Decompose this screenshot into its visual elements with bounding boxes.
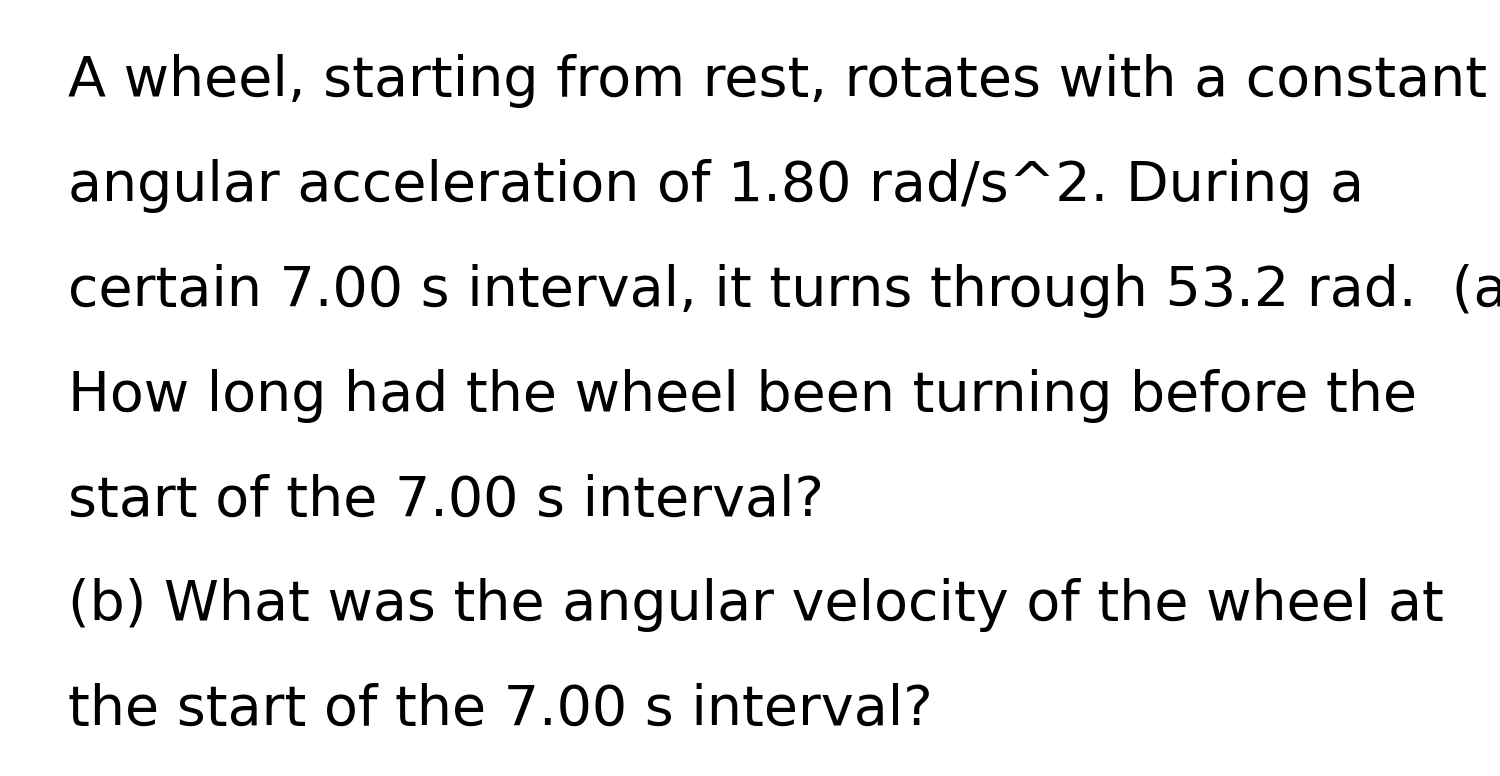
Text: certain 7.00 s interval, it turns through 53.2 rad.  (a): certain 7.00 s interval, it turns throug…	[68, 264, 1500, 318]
Text: the start of the 7.00 s interval?: the start of the 7.00 s interval?	[68, 683, 931, 737]
Text: start of the 7.00 s interval?: start of the 7.00 s interval?	[68, 473, 824, 528]
Text: A wheel, starting from rest, rotates with a constant: A wheel, starting from rest, rotates wit…	[68, 54, 1486, 109]
Text: (b) What was the angular velocity of the wheel at: (b) What was the angular velocity of the…	[68, 578, 1443, 632]
Text: angular acceleration of 1.80 rad/s^2. During a: angular acceleration of 1.80 rad/s^2. Du…	[68, 159, 1364, 213]
Text: How long had the wheel been turning before the: How long had the wheel been turning befo…	[68, 369, 1416, 423]
